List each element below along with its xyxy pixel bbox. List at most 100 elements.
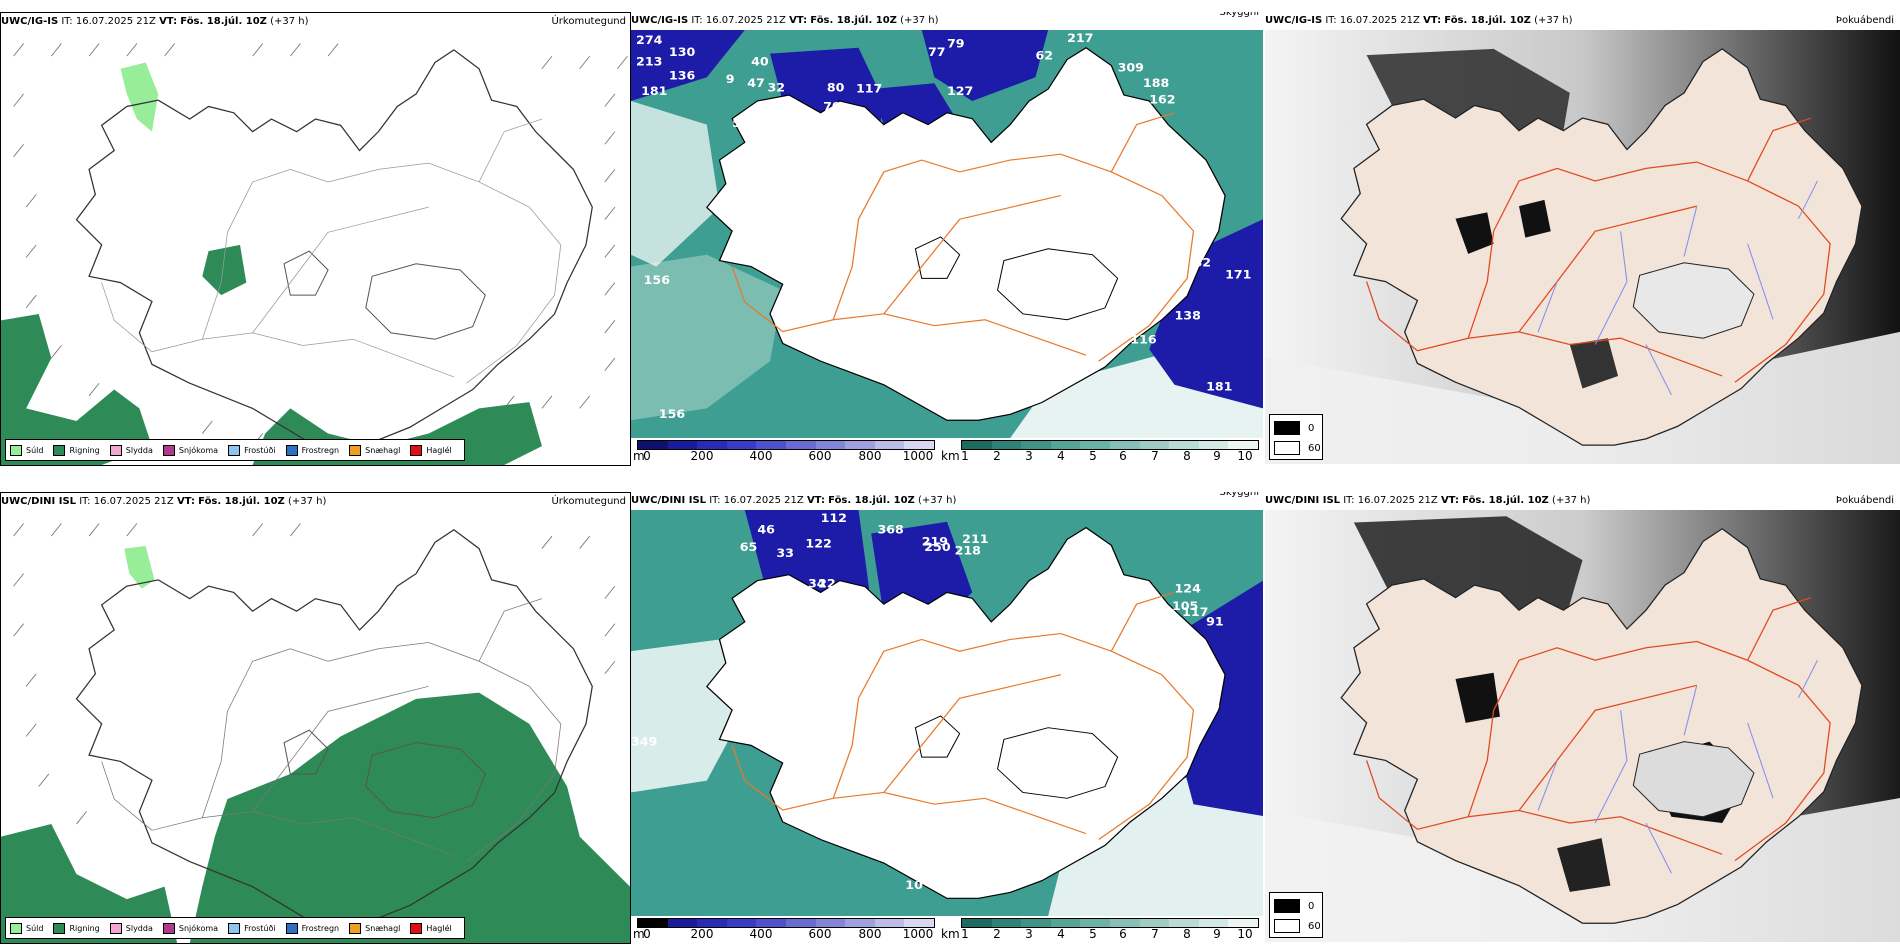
ceiling-value-label: 105 <box>1172 599 1198 612</box>
panel-title-bar: UWC/DINI ISL IT: 16.07.2025 21Z VT: Fös.… <box>1265 492 1900 510</box>
legend-swatch <box>410 444 423 456</box>
legend-item: Frostúði <box>228 444 276 456</box>
visibility-panel-row2: UWC/DINI ISL IT: 16.07.2025 21Z VT: Fös.… <box>631 492 1263 942</box>
lead-time: (+37 h) <box>918 495 957 506</box>
ceiling-value-label: 250 <box>924 541 950 554</box>
legend-swatch <box>349 922 362 934</box>
legend-label: 60 <box>1308 442 1321 454</box>
legend-label: Snjókoma <box>178 923 219 933</box>
legend-item: Snjókoma <box>162 922 219 934</box>
ceiling-value-label: 40 <box>1038 714 1056 727</box>
dewpoint-panel-row1: UWC/IG-IS IT: 16.07.2025 21Z VT: Fös. 18… <box>1265 12 1900 464</box>
scale-bars: m 0 200 400 600 800 1000 km 1 2 3 4 5 6 … <box>631 916 1263 942</box>
ceiling-colorbar <box>637 440 935 450</box>
ceiling-value-label: 33 <box>776 546 794 559</box>
rain-area-sw <box>1 314 152 465</box>
precip-map <box>1 511 630 943</box>
tick-label: 800 <box>858 927 882 941</box>
precip-map <box>1 31 630 465</box>
tick-label: 9 <box>1213 927 1221 941</box>
ceiling-value-label: 64 <box>890 220 908 234</box>
init-time-value: 16.07.2025 21Z <box>723 495 804 506</box>
init-time-value: 16.07.2025 21Z <box>1339 15 1420 26</box>
valid-time-value: Fös. 18.júl. 10Z <box>180 16 267 27</box>
ceiling-value-label: 156 <box>659 407 685 421</box>
panel-field-title: Úrkomutegund <box>551 16 626 27</box>
lead-time: (+37 h) <box>288 496 327 507</box>
panel-title-bar: UWC/IG-IS IT: 16.07.2025 21Z VT: Fös. 18… <box>1 13 630 31</box>
dewpoint-panel-row2: UWC/DINI ISL IT: 16.07.2025 21Z VT: Fös.… <box>1265 492 1900 942</box>
ceiling-value-label: 40 <box>751 55 769 69</box>
scale-bars: m 0 200 400 600 800 1000 km 1 2 3 4 5 6 … <box>631 438 1263 464</box>
ceiling-value-label: 62 <box>1035 49 1053 63</box>
panel-field-title: Þokuábendi <box>1835 15 1894 26</box>
tick-label: 2 <box>993 927 1001 941</box>
ceiling-value-label: 80 <box>827 81 845 95</box>
ceiling-value-label: 217 <box>1067 31 1093 45</box>
ceiling-value-label: 96 <box>1080 57 1098 71</box>
tick-label: 200 <box>690 449 714 463</box>
ceiling-value-label: 39 <box>871 211 889 225</box>
valid-time-value: Fös. 18.júl. 10Z <box>810 15 897 26</box>
tick-label: 600 <box>808 927 832 941</box>
tick-label: 9 <box>1213 449 1221 463</box>
legend-swatch <box>285 444 298 456</box>
tick-label: 7 <box>1151 449 1159 463</box>
legend-swatch <box>53 444 66 456</box>
tick-label: 200 <box>690 927 714 941</box>
ceiling-ticks: 0 200 400 600 800 1000 <box>637 927 933 941</box>
legend-label: Frostúði <box>244 445 276 455</box>
tick-label: 8 <box>1183 927 1191 941</box>
legend-item: Rigning <box>53 922 100 934</box>
drizzle-area-nw <box>120 62 159 132</box>
legend-item: Súld <box>10 444 43 456</box>
visibility-unit: km <box>941 927 960 941</box>
panel-title-bar: UWC/IG-IS IT: 16.07.2025 21Z VT: Fös. 18… <box>1265 12 1900 30</box>
ceiling-value-label: 33 <box>793 105 811 119</box>
visibility-map: 46 65 33 112 122 368 250 218 219 211 34 22 42 37 39 124… <box>631 510 1263 916</box>
rain-area-large <box>189 692 630 943</box>
ceiling-value-label: 81 <box>928 867 946 880</box>
legend-item: Slydda <box>109 922 153 934</box>
ceiling-value-label: 219 <box>922 535 948 548</box>
panel-title-bar: UWC/DINI ISL IT: 16.07.2025 21Z VT: Fös.… <box>631 492 1263 510</box>
visibility-colorbar <box>961 918 1259 928</box>
low-ceiling-nw <box>631 30 745 101</box>
panel-field-title: Úrkomutegund <box>551 496 626 507</box>
dark-core-1 <box>1455 212 1494 254</box>
init-time-label: IT: <box>709 495 721 506</box>
ceiling-value-label: 349 <box>631 735 657 748</box>
visibility-colorbar <box>961 440 1259 450</box>
tick-label: 1000 <box>902 449 934 463</box>
init-time-value: 16.07.2025 21Z <box>75 16 156 27</box>
tick-label: 600 <box>808 449 832 463</box>
ceiling-value-label: 40 <box>795 206 813 220</box>
legend-item: Snæhagl <box>349 444 400 456</box>
ceiling-value-label: 22 <box>871 336 889 350</box>
legend-item: Snjókoma <box>162 444 219 456</box>
ceiling-unit: m <box>633 927 645 941</box>
light-band-south <box>1265 331 1900 464</box>
ceiling-value-label: 10 <box>905 878 923 891</box>
legend-item: Slydda <box>109 444 153 456</box>
legend-item: Rigning <box>53 444 100 456</box>
precip-legend: Súld Rigning Slydda Snjókoma Frostúði Fr… <box>5 439 465 461</box>
ceiling-value-label: 78 <box>1010 717 1028 730</box>
visibility-map: 274 130 213 136 181 40 9 47 32 39 33 59 57 39 38 40 63 80… <box>631 30 1263 438</box>
legend-label: Snjókoma <box>178 445 219 455</box>
model-name: UWC/DINI ISL <box>1265 495 1341 506</box>
legend-swatch <box>53 922 66 934</box>
ceiling-value-label: 309 <box>1118 61 1144 75</box>
legend-item: 0 <box>1274 421 1314 435</box>
ceiling-value-label: 162 <box>1149 93 1175 107</box>
legend-swatch <box>1274 899 1300 913</box>
dewpoint-legend: 0 60 <box>1269 892 1323 938</box>
init-time-label: IT: <box>61 16 73 27</box>
tick-label: 1 <box>961 449 969 463</box>
dewpoint-map <box>1265 510 1900 942</box>
valid-time-label: VT: <box>1440 495 1459 506</box>
legend-swatch <box>10 922 22 934</box>
legend-item: Frostregn <box>285 922 339 934</box>
tick-label: 6 <box>1119 449 1127 463</box>
